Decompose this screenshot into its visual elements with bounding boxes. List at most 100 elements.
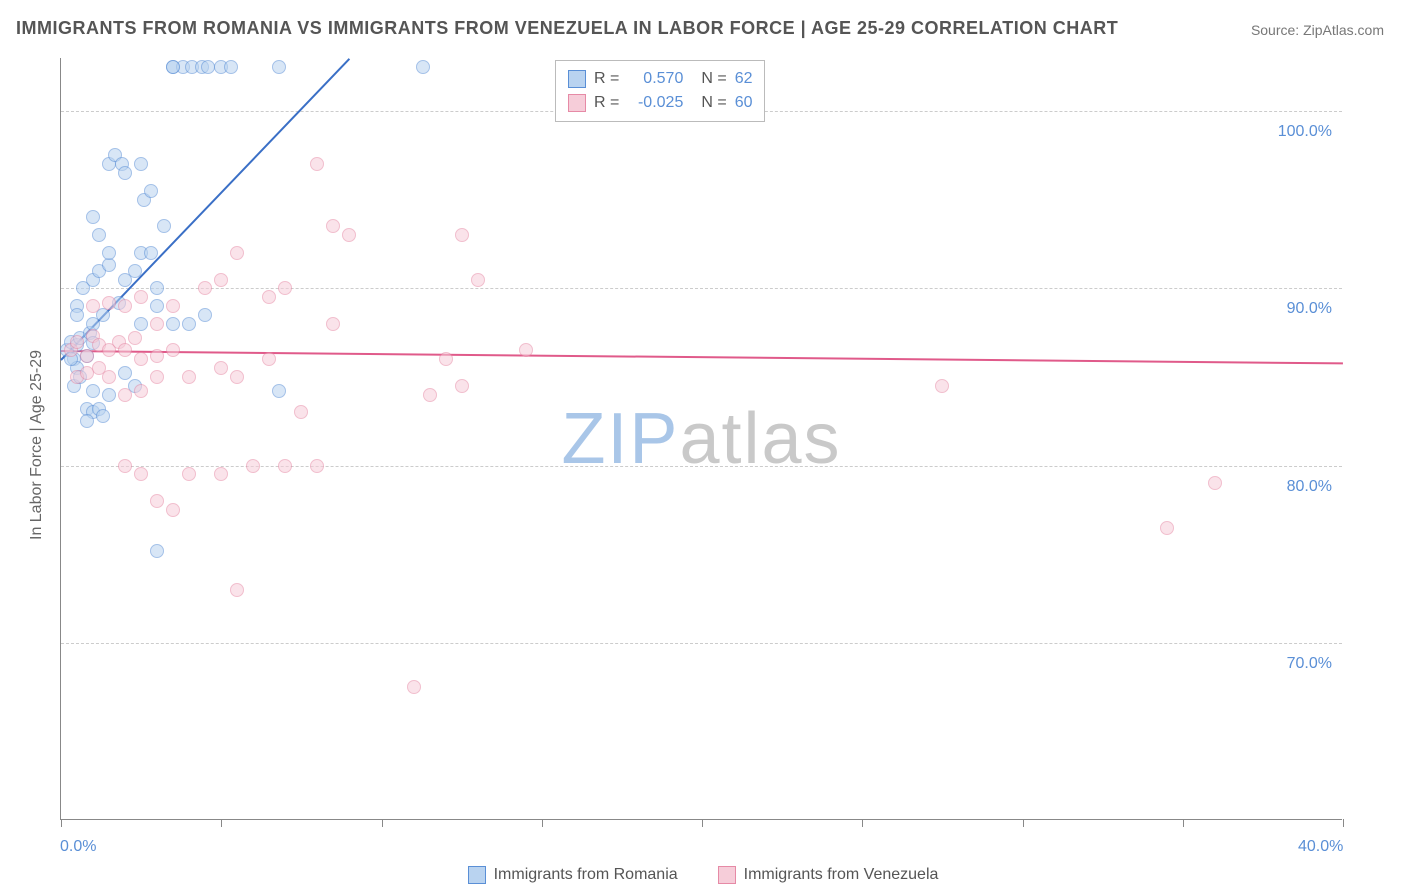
- data-point-romania: [134, 317, 148, 331]
- data-point-venezuela: [935, 379, 949, 393]
- y-tick-label: 80.0%: [1287, 478, 1332, 496]
- chart-title: IMMIGRANTS FROM ROMANIA VS IMMIGRANTS FR…: [16, 18, 1118, 39]
- data-point-romania: [166, 60, 180, 74]
- data-point-venezuela: [118, 343, 132, 357]
- x-tick: [702, 819, 703, 827]
- data-point-venezuela: [246, 459, 260, 473]
- legend-label: Immigrants from Venezuela: [744, 866, 939, 884]
- y-tick-label: 90.0%: [1287, 300, 1332, 318]
- data-point-venezuela: [310, 459, 324, 473]
- data-point-romania: [96, 409, 110, 423]
- data-point-romania: [157, 219, 171, 233]
- data-point-venezuela: [198, 281, 212, 295]
- data-point-venezuela: [86, 299, 100, 313]
- x-tick-label: 0.0%: [60, 838, 96, 856]
- legend-swatch: [568, 70, 586, 88]
- data-point-venezuela: [150, 317, 164, 331]
- data-point-romania: [86, 210, 100, 224]
- data-point-romania: [102, 246, 116, 260]
- data-point-venezuela: [294, 405, 308, 419]
- data-point-venezuela: [128, 331, 142, 345]
- data-point-romania: [70, 308, 84, 322]
- data-point-venezuela: [150, 370, 164, 384]
- x-tick: [542, 819, 543, 827]
- x-tick: [862, 819, 863, 827]
- data-point-venezuela: [471, 273, 485, 287]
- data-point-romania: [182, 317, 196, 331]
- plot-area: ZIPatlas 70.0% 80.0% 90.0% 100.0% R = 0.570 N …: [60, 58, 1342, 820]
- x-tick: [1023, 819, 1024, 827]
- data-point-venezuela: [134, 290, 148, 304]
- data-point-venezuela: [262, 352, 276, 366]
- data-point-venezuela: [278, 281, 292, 295]
- data-point-romania: [272, 384, 286, 398]
- n-value: 60: [735, 91, 753, 115]
- gridline: [61, 643, 1342, 644]
- data-point-venezuela: [230, 583, 244, 597]
- data-point-venezuela: [519, 343, 533, 357]
- legend-swatch: [468, 866, 486, 884]
- r-label: R =: [594, 91, 619, 115]
- data-point-venezuela: [214, 467, 228, 481]
- y-tick-label: 70.0%: [1287, 655, 1332, 673]
- data-point-venezuela: [1160, 521, 1174, 535]
- trend-line-venezuela: [61, 350, 1343, 364]
- x-tick: [382, 819, 383, 827]
- data-point-venezuela: [102, 370, 116, 384]
- source-label: Source: ZipAtlas.com: [1251, 22, 1384, 38]
- r-label: R =: [594, 67, 619, 91]
- data-point-venezuela: [326, 219, 340, 233]
- data-point-romania: [128, 264, 142, 278]
- r-value: 0.570: [627, 67, 683, 91]
- data-point-venezuela: [134, 352, 148, 366]
- data-point-romania: [118, 166, 132, 180]
- r-value: -0.025: [627, 91, 683, 115]
- y-axis-label: In Labor Force | Age 25-29: [28, 350, 46, 540]
- n-value: 62: [735, 67, 753, 91]
- data-point-venezuela: [150, 494, 164, 508]
- data-point-venezuela: [150, 349, 164, 363]
- data-point-venezuela: [455, 228, 469, 242]
- data-point-venezuela: [455, 379, 469, 393]
- data-point-venezuela: [278, 459, 292, 473]
- stats-row: R = -0.025 N = 60: [568, 91, 752, 115]
- n-label: N =: [701, 91, 726, 115]
- data-point-romania: [150, 299, 164, 313]
- data-point-venezuela: [182, 467, 196, 481]
- data-point-venezuela: [262, 290, 276, 304]
- n-label: N =: [701, 67, 726, 91]
- data-point-romania: [102, 388, 116, 402]
- x-tick: [1183, 819, 1184, 827]
- data-point-romania: [144, 184, 158, 198]
- legend-swatch: [718, 866, 736, 884]
- data-point-venezuela: [423, 388, 437, 402]
- data-point-venezuela: [407, 680, 421, 694]
- legend-item: Immigrants from Romania: [468, 866, 678, 884]
- data-point-venezuela: [182, 370, 196, 384]
- x-tick: [61, 819, 62, 827]
- stats-row: R = 0.570 N = 62: [568, 67, 752, 91]
- data-point-venezuela: [134, 384, 148, 398]
- data-point-venezuela: [166, 299, 180, 313]
- data-point-romania: [86, 384, 100, 398]
- x-tick: [221, 819, 222, 827]
- data-point-venezuela: [342, 228, 356, 242]
- y-tick-label: 100.0%: [1278, 123, 1332, 141]
- data-point-romania: [80, 414, 94, 428]
- data-point-venezuela: [1208, 476, 1222, 490]
- data-point-romania: [144, 246, 158, 260]
- x-tick: [1343, 819, 1344, 827]
- stats-legend: R = 0.570 N = 62 R = -0.025 N = 60: [555, 60, 765, 122]
- data-point-venezuela: [326, 317, 340, 331]
- chart-container: IMMIGRANTS FROM ROMANIA VS IMMIGRANTS FR…: [0, 0, 1406, 892]
- data-point-romania: [166, 317, 180, 331]
- data-point-venezuela: [80, 349, 94, 363]
- data-point-romania: [416, 60, 430, 74]
- legend-swatch: [568, 94, 586, 112]
- data-point-venezuela: [166, 503, 180, 517]
- data-point-venezuela: [118, 299, 132, 313]
- data-point-romania: [224, 60, 238, 74]
- data-point-venezuela: [102, 296, 116, 310]
- watermark: ZIPatlas: [561, 398, 841, 480]
- data-point-venezuela: [439, 352, 453, 366]
